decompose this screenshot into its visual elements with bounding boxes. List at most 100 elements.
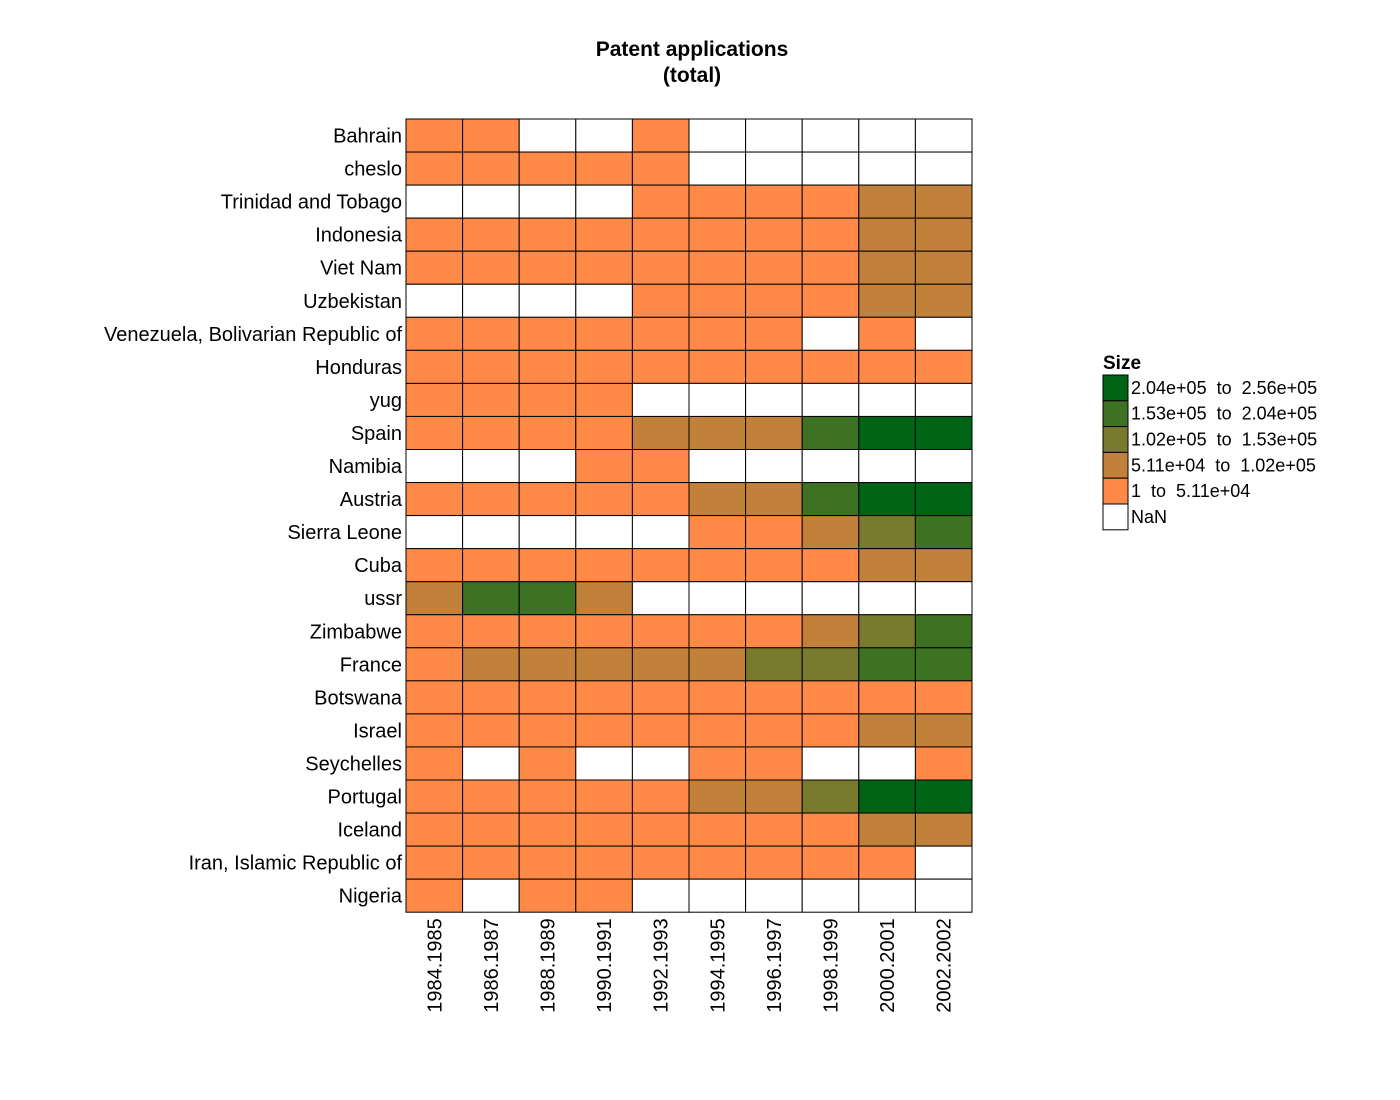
column-label-1986-1987: 1986.1987 [481,918,503,1013]
cell-nigeria-1994-1995 [689,879,746,912]
cell-austria-1990-1991 [576,483,633,516]
cell-spain-1986-1987 [463,416,520,449]
cell-indonesia-1992-1993 [632,218,689,251]
cell-yug-1992-1993 [632,383,689,416]
cell-bahrain-2002-2002 [915,119,972,152]
cell-seychelles-1992-1993 [632,747,689,780]
cell-honduras-1996-1997 [746,350,803,383]
cell-bahrain-1986-1987 [463,119,520,152]
cell-venezuela-bolivarian-republic-of-1996-1997 [746,317,803,350]
cell-cheslo-1994-1995 [689,152,746,185]
cell-austria-1984-1985 [406,483,463,516]
cell-botswana-1996-1997 [746,681,803,714]
legend-title: Size [1103,353,1141,374]
cell-israel-1992-1993 [632,714,689,747]
legend-swatch-1-to-5-11e-04 [1103,478,1128,504]
column-label-1992-1993: 1992.1993 [651,918,673,1013]
cell-austria-1988-1989 [519,483,576,516]
column-label-1990-1991: 1990.1991 [594,918,616,1013]
cell-austria-1998-1999 [802,483,859,516]
cell-portugal-1984-1985 [406,780,463,813]
cell-yug-1994-1995 [689,383,746,416]
cell-ussr-1986-1987 [463,582,520,615]
cell-iceland-1994-1995 [689,813,746,846]
cell-nigeria-1984-1985 [406,879,463,912]
cell-israel-2002-2002 [915,714,972,747]
column-label-2002-2002: 2002.2002 [934,918,956,1013]
row-label-viet-nam: Viet Nam [320,258,402,280]
cell-namibia-1990-1991 [576,450,633,483]
cell-venezuela-bolivarian-republic-of-1986-1987 [463,317,520,350]
cell-honduras-1998-1999 [802,350,859,383]
cell-austria-1996-1997 [746,483,803,516]
cell-ussr-1998-1999 [802,582,859,615]
cell-israel-1996-1997 [746,714,803,747]
cell-botswana-1984-1985 [406,681,463,714]
row-label-ussr: ussr [364,588,402,610]
legend-swatch-1-02e-05-to-1-53e-05 [1103,427,1128,453]
cell-iran-islamic-republic-of-1994-1995 [689,846,746,879]
cell-cheslo-2002-2002 [915,152,972,185]
cell-iran-islamic-republic-of-1992-1993 [632,846,689,879]
cell-venezuela-bolivarian-republic-of-2002-2002 [915,317,972,350]
row-label-bahrain: Bahrain [333,126,402,148]
cell-bahrain-1990-1991 [576,119,633,152]
cell-namibia-1988-1989 [519,450,576,483]
cell-israel-2000-2001 [859,714,916,747]
cell-ussr-1984-1985 [406,582,463,615]
cell-portugal-1996-1997 [746,780,803,813]
cell-bahrain-1984-1985 [406,119,463,152]
cell-israel-1990-1991 [576,714,633,747]
cell-cuba-1996-1997 [746,549,803,582]
row-label-seychelles: Seychelles [305,753,402,775]
cell-austria-1994-1995 [689,483,746,516]
column-label-2000-2001: 2000.2001 [877,918,899,1013]
column-label-1988-1989: 1988.1989 [538,918,560,1013]
legend-swatch-nan [1103,504,1128,530]
cell-viet-nam-1996-1997 [746,251,803,284]
cell-viet-nam-1992-1993 [632,251,689,284]
row-label-namibia: Namibia [329,456,403,478]
cell-trinidad-and-tobago-2000-2001 [859,185,916,218]
cell-iceland-1996-1997 [746,813,803,846]
cell-iran-islamic-republic-of-1998-1999 [802,846,859,879]
cell-botswana-1988-1989 [519,681,576,714]
cell-bahrain-1992-1993 [632,119,689,152]
cell-iceland-1998-1999 [802,813,859,846]
cell-yug-1986-1987 [463,383,520,416]
cell-uzbekistan-1998-1999 [802,284,859,317]
cell-honduras-1992-1993 [632,350,689,383]
cell-venezuela-bolivarian-republic-of-1998-1999 [802,317,859,350]
cell-spain-1984-1985 [406,416,463,449]
cell-honduras-2000-2001 [859,350,916,383]
cell-seychelles-1988-1989 [519,747,576,780]
cell-indonesia-2000-2001 [859,218,916,251]
cell-namibia-1986-1987 [463,450,520,483]
cell-sierra-leone-1996-1997 [746,516,803,549]
column-label-1994-1995: 1994.1995 [707,918,729,1013]
cell-sierra-leone-2000-2001 [859,516,916,549]
row-label-sierra-leone: Sierra Leone [287,522,402,544]
cell-iran-islamic-republic-of-1990-1991 [576,846,633,879]
cell-viet-nam-1986-1987 [463,251,520,284]
row-label-botswana: Botswana [314,687,403,709]
legend-swatch-2-04e-05-to-2-56e-05 [1103,375,1128,401]
cell-trinidad-and-tobago-1988-1989 [519,185,576,218]
cell-iceland-2002-2002 [915,813,972,846]
cell-viet-nam-1990-1991 [576,251,633,284]
cell-nigeria-2002-2002 [915,879,972,912]
cell-zimbabwe-1984-1985 [406,615,463,648]
cell-sierra-leone-2002-2002 [915,516,972,549]
cell-france-1996-1997 [746,648,803,681]
cell-seychelles-1986-1987 [463,747,520,780]
cell-venezuela-bolivarian-republic-of-2000-2001 [859,317,916,350]
cell-uzbekistan-1996-1997 [746,284,803,317]
cell-botswana-1990-1991 [576,681,633,714]
cell-sierra-leone-1984-1985 [406,516,463,549]
cell-zimbabwe-1990-1991 [576,615,633,648]
cell-indonesia-1998-1999 [802,218,859,251]
row-labels: BahrainchesloTrinidad and TobagoIndonesi… [104,126,403,908]
cell-cuba-2002-2002 [915,549,972,582]
cell-bahrain-1998-1999 [802,119,859,152]
cell-botswana-1994-1995 [689,681,746,714]
